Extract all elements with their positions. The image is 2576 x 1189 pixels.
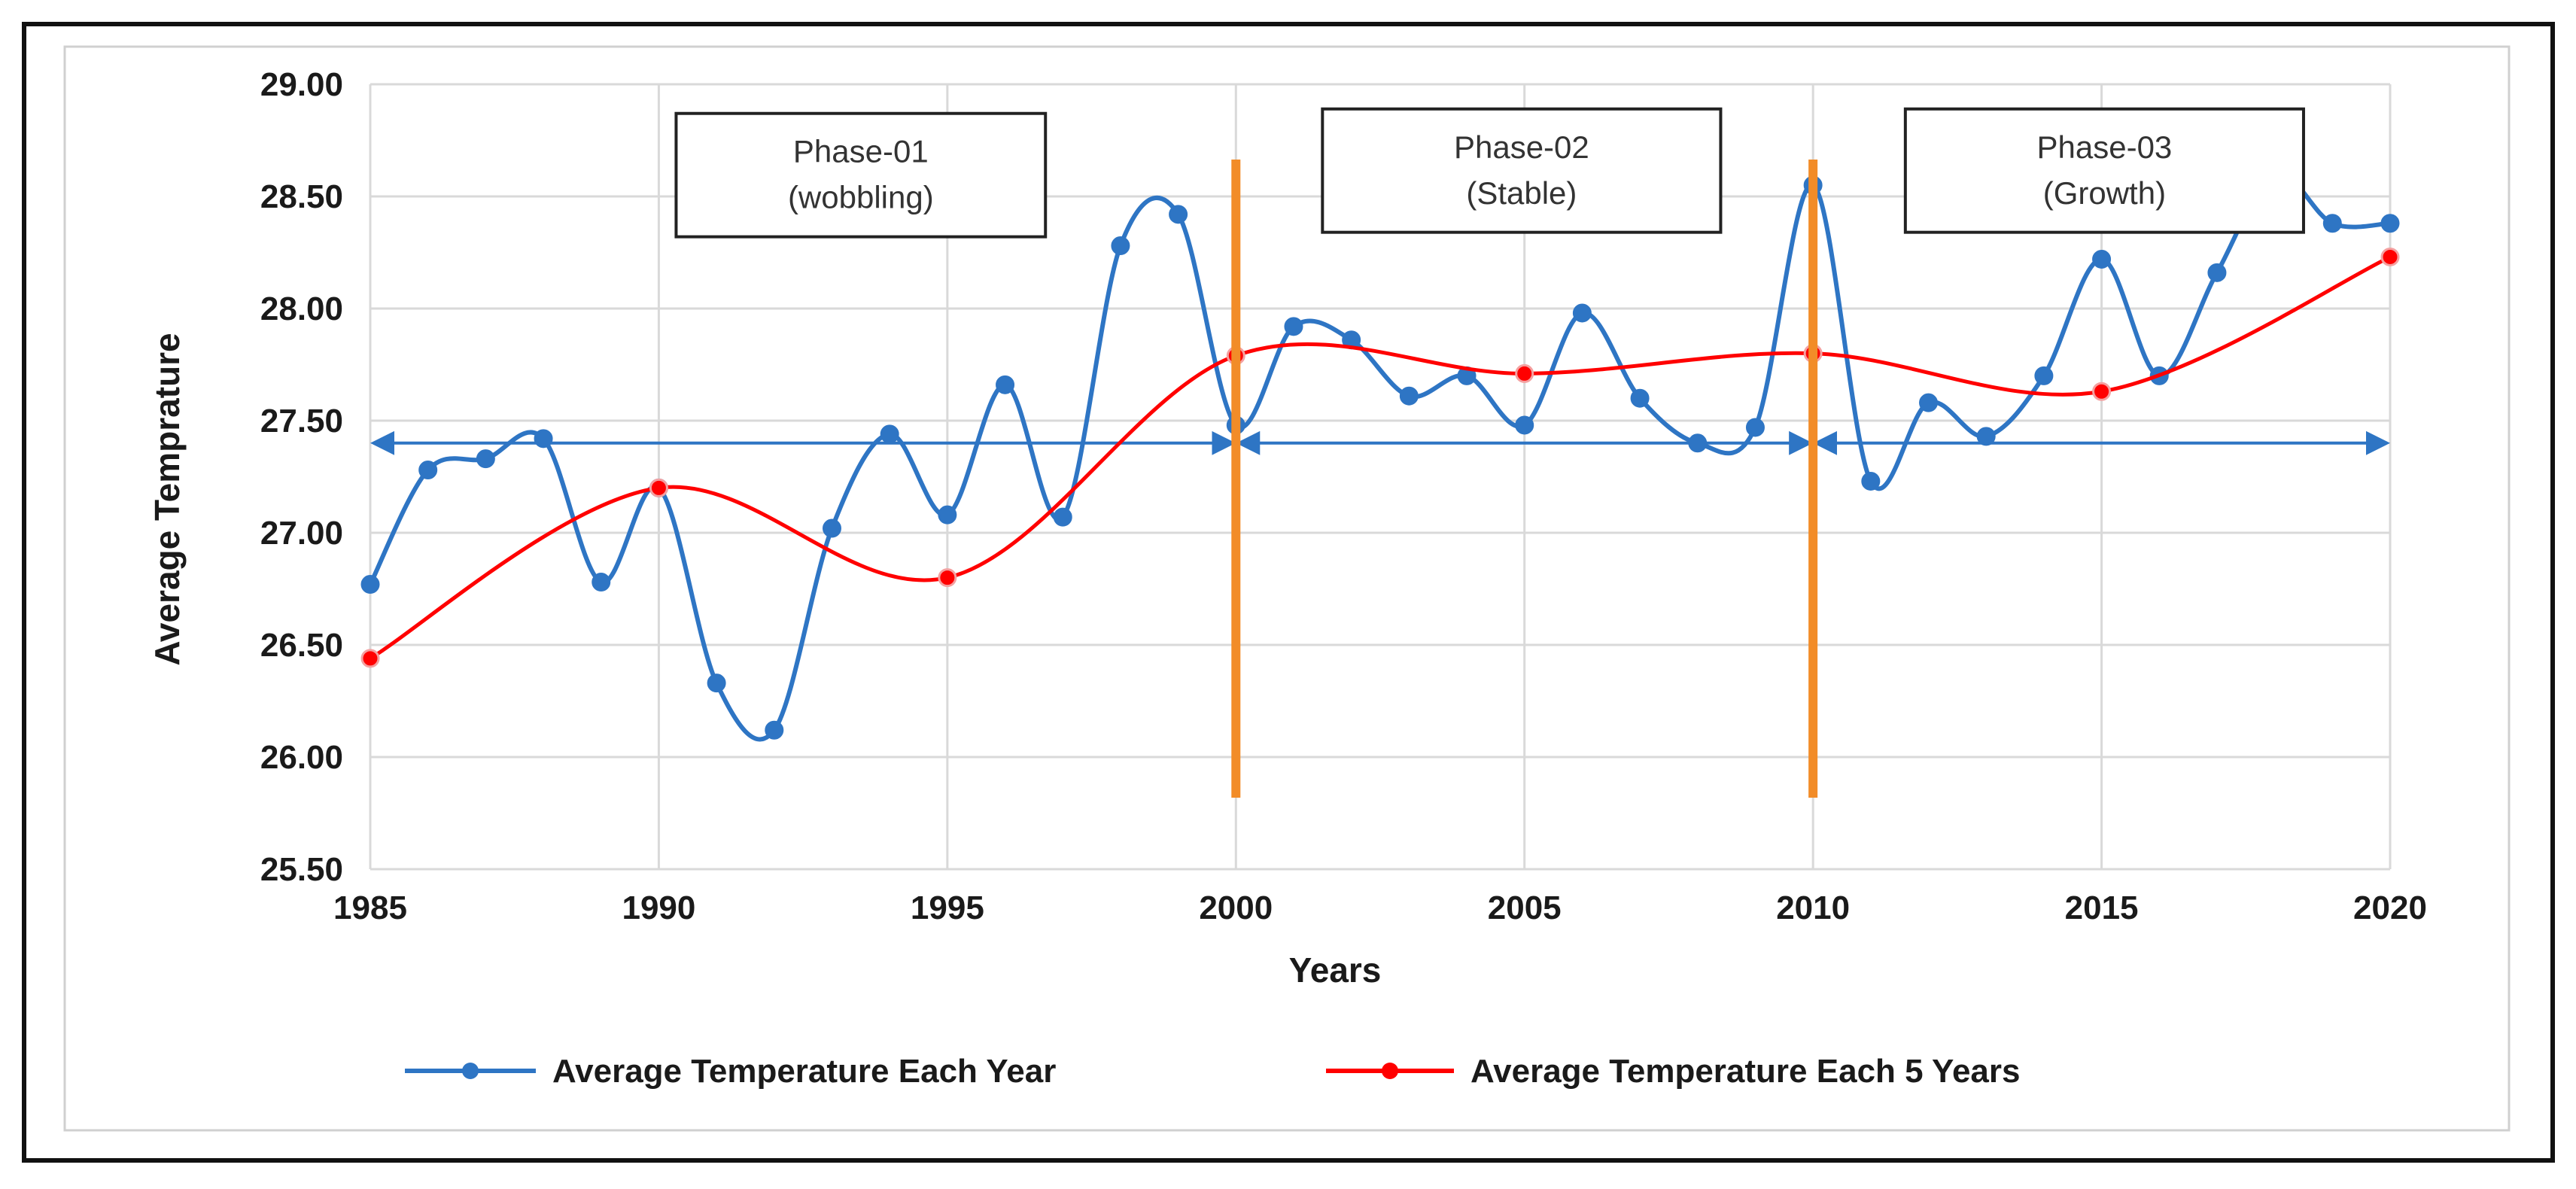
legend: Average Temperature Each Year Average Tem…: [405, 1053, 2021, 1090]
data-point: [938, 568, 957, 588]
phase-dividers: [1231, 160, 1818, 798]
data-point: [360, 575, 380, 594]
data-point: [822, 518, 841, 538]
data-point: [1572, 303, 1592, 323]
x-tick-label: 1995: [911, 889, 984, 926]
data-point: [1284, 317, 1303, 336]
data-point: [2322, 214, 2342, 233]
phase-box: [1321, 107, 1723, 234]
data-point: [765, 720, 784, 740]
x-axis-title: Years: [1289, 950, 1382, 990]
y-tick-label: 27.00: [260, 515, 343, 552]
data-point: [360, 649, 380, 668]
series-line: [369, 255, 2392, 661]
y-tick-label: 26.50: [260, 627, 343, 664]
data-point: [476, 449, 495, 469]
legend-label: Average Temperature Each 5 Years: [1470, 1053, 2021, 1090]
data-point: [1111, 236, 1130, 256]
data-point: [996, 375, 1015, 394]
data-point: [1976, 427, 1996, 446]
y-tick-label: 29.00: [260, 66, 343, 103]
x-tick-label: 1985: [333, 889, 407, 926]
inner-frame: [63, 45, 2511, 1132]
x-tick-label: 2015: [2065, 889, 2139, 926]
phase-title: Phase-01: [793, 134, 929, 169]
data-point: [880, 424, 899, 444]
data-point: [938, 505, 957, 525]
data-point: [1053, 507, 1072, 527]
data-point: [1515, 363, 1534, 383]
data-point: [592, 573, 611, 592]
data-point: [2380, 247, 2400, 266]
phase-subtitle: (Stable): [1466, 175, 1577, 211]
y-tick-label: 28.50: [260, 178, 343, 215]
phase-title: Phase-03: [2037, 129, 2173, 165]
x-tick-label: 2005: [1488, 889, 1562, 926]
phase-subtitle: (wobbling): [788, 180, 934, 215]
x-tick-label: 2020: [2353, 889, 2427, 926]
legend-swatch-marker: [462, 1063, 479, 1079]
phase-box: [1903, 107, 2305, 234]
axis-layer: 25.50 26.00 26.50 27.00 27.50 28.00 28.50 29.00…: [148, 66, 2427, 990]
phase-subtitle: (Growth): [2043, 175, 2166, 211]
data-point: [1745, 418, 1765, 437]
data-point: [1515, 415, 1534, 435]
x-tick-label: 1990: [622, 889, 695, 926]
y-tick-label: 26.00: [260, 739, 343, 776]
data-point: [2380, 214, 2400, 233]
data-point: [418, 461, 438, 480]
data-point: [534, 429, 553, 449]
y-tick-label: 25.50: [260, 851, 343, 888]
series-layer: [360, 164, 2400, 742]
data-point: [1630, 388, 1650, 408]
data-point: [1169, 205, 1188, 224]
phase-labels: Phase-01 (wobbling) Phase-02 (Stable) Phase-…: [674, 107, 2305, 239]
legend-label: Average Temperature Each Year: [552, 1053, 1056, 1090]
phase-box: [674, 111, 1048, 239]
phase-title: Phase-02: [1454, 129, 1589, 165]
legend-swatch-marker: [1382, 1063, 1398, 1079]
data-point: [1919, 393, 1939, 412]
y-tick-label: 27.50: [260, 403, 343, 439]
data-point: [1688, 433, 1708, 453]
data-point: [649, 478, 668, 497]
x-tick-label: 2010: [1776, 889, 1850, 926]
x-tick-label: 2000: [1199, 889, 1273, 926]
y-tick-label: 28.00: [260, 290, 343, 327]
y-axis-title: Average Temprature: [148, 333, 187, 665]
data-point: [2092, 382, 2112, 401]
data-point: [2092, 249, 2112, 269]
data-point: [1861, 471, 1881, 491]
data-point: [2207, 263, 2227, 282]
data-point: [707, 674, 726, 693]
data-point: [1399, 386, 1419, 406]
data-point: [2034, 366, 2054, 385]
